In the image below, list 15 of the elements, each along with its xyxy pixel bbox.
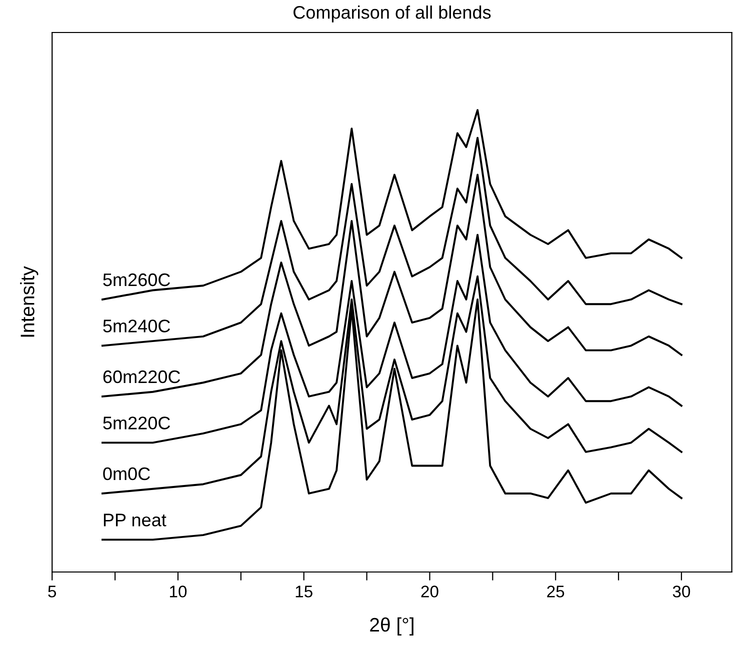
chart-title: Comparison of all blends bbox=[294, 6, 491, 22]
series-label: 0m0C bbox=[103, 467, 150, 480]
x-tick-label: 5 bbox=[48, 586, 56, 598]
x-tick-label: 30 bbox=[672, 586, 690, 598]
series-label: 5m240C bbox=[103, 320, 170, 332]
x-tick-label: 10 bbox=[170, 586, 187, 598]
series-label: 5m260C bbox=[103, 273, 170, 286]
y-axis-title: Intensity bbox=[20, 266, 38, 337]
x-axis-title: 2θ [°] bbox=[370, 617, 414, 636]
x-tick-label: 15 bbox=[296, 586, 312, 598]
series-label: 60m220C bbox=[103, 370, 180, 384]
series-label: 5m220C bbox=[103, 416, 170, 430]
x-tick-label: 25 bbox=[547, 586, 564, 598]
x-tick-label: 20 bbox=[421, 586, 438, 598]
series-label: PP neat bbox=[104, 514, 166, 526]
